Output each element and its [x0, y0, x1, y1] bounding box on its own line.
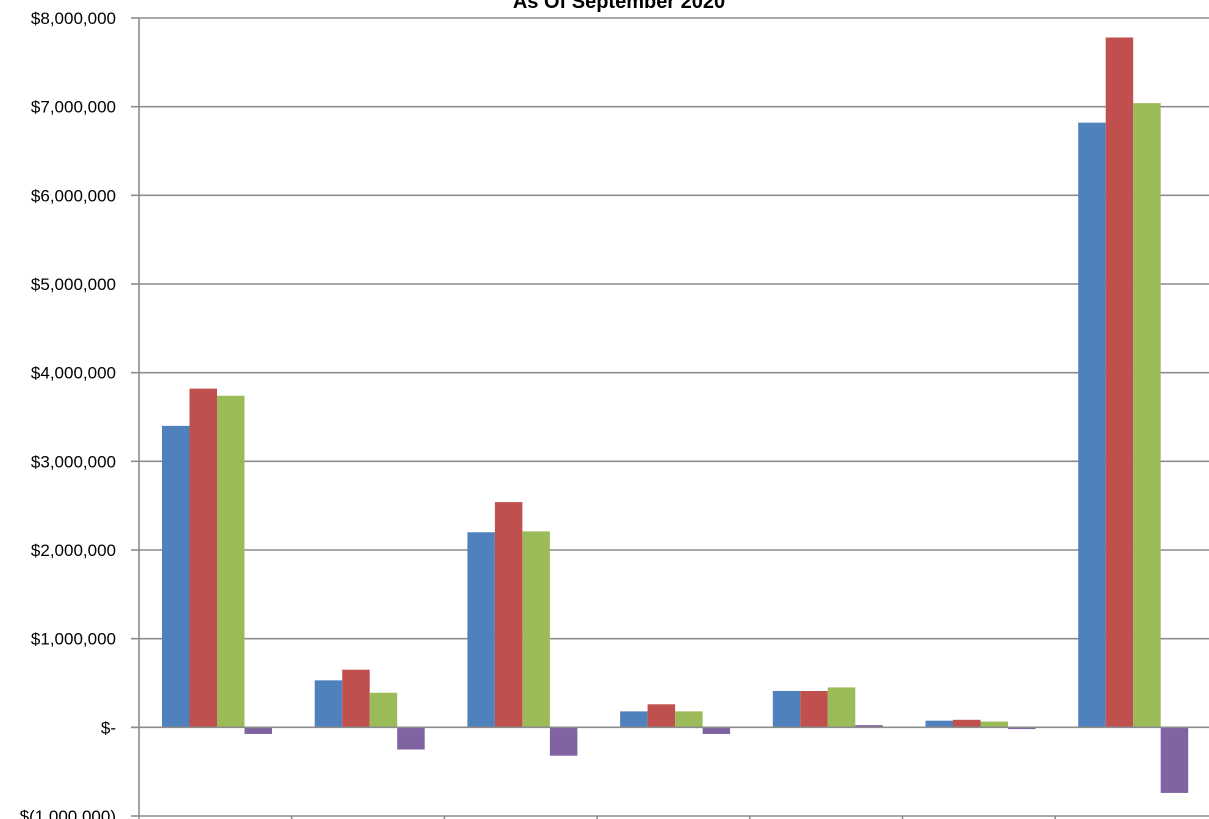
bar — [550, 727, 578, 755]
bar — [467, 532, 495, 727]
bar — [926, 721, 954, 728]
axes — [131, 18, 1209, 819]
bar — [370, 693, 398, 728]
bar — [800, 691, 828, 727]
y-tick-label: $2,000,000 — [31, 541, 116, 560]
bar — [1106, 38, 1134, 728]
chart-title: As Of September 2020 — [513, 0, 725, 13]
bar — [981, 722, 1009, 728]
y-axis-tick-labels: $(1,000,000) $- $1,000,000 $2,000,000 $3,000… — [20, 9, 116, 819]
bar — [1161, 727, 1189, 793]
bar — [675, 711, 703, 727]
y-tick-label: $(1,000,000) — [20, 807, 116, 819]
bar — [315, 680, 343, 727]
bar — [495, 502, 523, 727]
y-tick-label: $- — [101, 718, 116, 737]
y-tick-label: $3,000,000 — [31, 452, 116, 471]
bar — [648, 704, 676, 727]
bar — [217, 396, 245, 728]
bar — [1133, 103, 1161, 727]
bar — [162, 426, 190, 727]
bar — [522, 531, 550, 727]
y-tick-label: $7,000,000 — [31, 98, 116, 117]
bar — [773, 691, 801, 727]
y-tick-label: $1,000,000 — [31, 630, 116, 649]
gridlines — [139, 18, 1209, 816]
y-tick-label: $4,000,000 — [31, 364, 116, 383]
bars — [162, 38, 1188, 793]
bar — [342, 670, 370, 728]
y-tick-label: $5,000,000 — [31, 275, 116, 294]
bar — [190, 389, 218, 728]
y-tick-label: $6,000,000 — [31, 186, 116, 205]
bar — [245, 727, 273, 734]
bar — [620, 711, 648, 727]
bar — [828, 687, 856, 727]
bar — [703, 727, 731, 734]
y-tick-label: $8,000,000 — [31, 9, 116, 28]
bar — [1078, 123, 1106, 728]
bar — [953, 720, 981, 728]
bar — [397, 727, 425, 749]
